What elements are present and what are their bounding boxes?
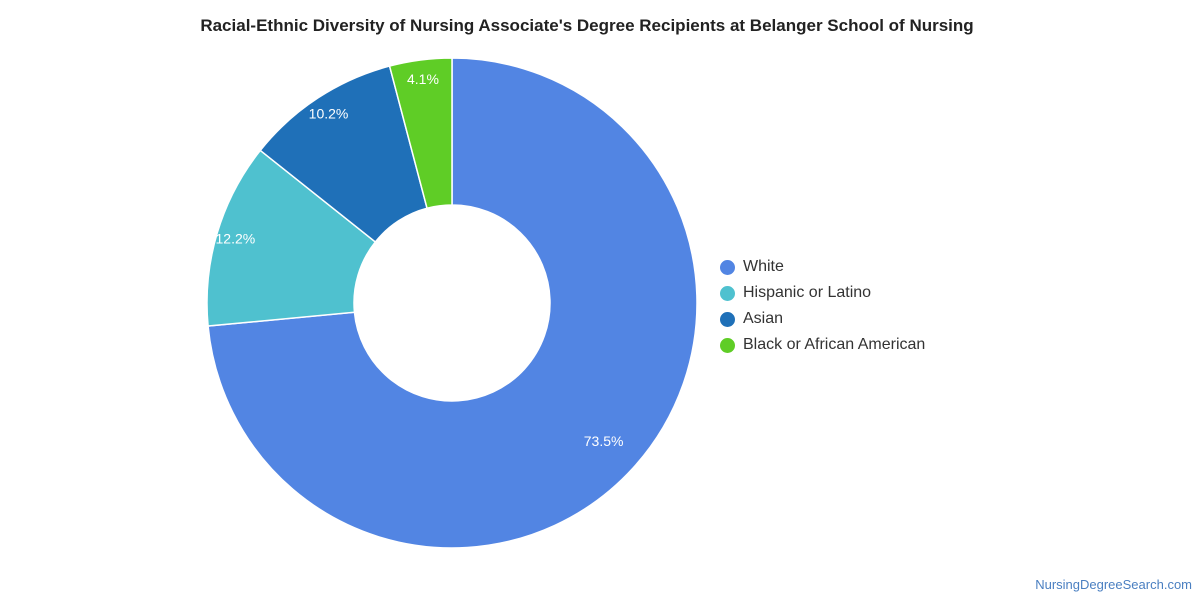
source-credit[interactable]: NursingDegreeSearch.com — [1035, 577, 1192, 592]
legend-label: Black or African American — [743, 336, 926, 353]
slice-asian[interactable] — [259, 65, 428, 244]
slice-label: 4.1% — [407, 71, 439, 87]
legend-item[interactable]: White — [720, 254, 925, 280]
legend-swatch — [720, 285, 735, 301]
legend-swatch — [720, 311, 735, 327]
slice-label: 12.2% — [216, 231, 256, 247]
legend: White Hispanic or Latino Asian Black or Afr… — [720, 254, 925, 358]
donut-slice-labels: 73.5% 12.2% 10.2% 4.1% — [216, 71, 624, 449]
slice-label: 10.2% — [309, 106, 349, 122]
slice-hispanic-or-latino[interactable] — [206, 149, 377, 327]
slice-white[interactable] — [207, 57, 698, 549]
legend-item[interactable]: Asian — [720, 306, 925, 332]
slice-label: 73.5% — [584, 433, 624, 449]
donut-slices — [206, 57, 698, 549]
legend-label: Hispanic or Latino — [743, 284, 872, 301]
legend-label: Asian — [743, 310, 784, 327]
legend-item[interactable]: Black or African American — [720, 332, 925, 358]
legend-label: White — [743, 258, 784, 275]
legend-swatch — [720, 337, 735, 353]
slice-black-or-african-american[interactable] — [388, 57, 453, 210]
chart-title: Racial-Ethnic Diversity of Nursing Assoc… — [200, 16, 974, 35]
legend-swatch — [720, 259, 735, 275]
legend-item[interactable]: Hispanic or Latino — [720, 280, 925, 306]
